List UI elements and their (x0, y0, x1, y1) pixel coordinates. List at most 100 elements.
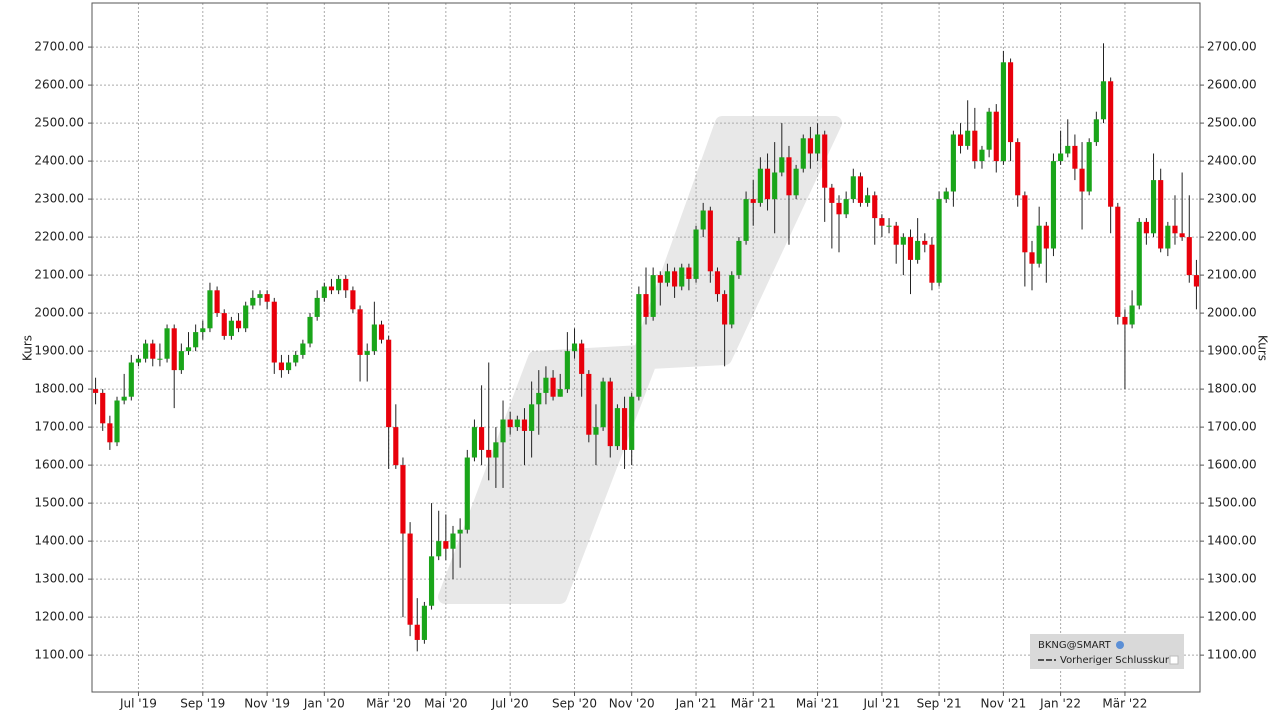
candle-body (271, 301, 277, 363)
candle-body (629, 396, 635, 450)
candle-body (722, 294, 728, 325)
legend: BKNG@SMART Vorheriger Schlusskurs (1030, 634, 1184, 669)
candle-body (1143, 221, 1149, 234)
candle-body (850, 176, 856, 200)
x-tick-label: Jul '20 (491, 697, 529, 711)
candle-body (286, 362, 292, 371)
y2-tick-label: 2200.00 (1207, 230, 1257, 244)
candle-body (650, 275, 656, 317)
y-tick-label: 2000.00 (34, 306, 84, 320)
candle-body (264, 294, 270, 302)
candle-body (700, 210, 706, 230)
candle-body (307, 316, 313, 344)
candle-body (514, 419, 520, 428)
y-tick-label: 2400.00 (34, 154, 84, 168)
candle-body (243, 305, 249, 329)
candle-body (1186, 237, 1192, 276)
candle-body (185, 347, 192, 352)
plot-frame (91, 2, 1201, 693)
candle-body (1000, 62, 1006, 162)
candle-body (171, 328, 177, 371)
candle-body (1165, 225, 1171, 249)
candle-body (479, 427, 485, 450)
candle-body (857, 176, 864, 203)
candle-body (328, 286, 335, 291)
candle-body (936, 199, 942, 283)
x-tick-label: Jan '21 (675, 697, 717, 711)
candle-body (521, 419, 528, 431)
y2-tick-label: 2000.00 (1207, 306, 1257, 320)
candle-body (564, 351, 570, 390)
candle-body (957, 134, 964, 146)
x-tick-label: Jan '22 (1039, 697, 1081, 711)
candle-body (200, 328, 206, 333)
candle-body (965, 130, 971, 146)
candle-body (450, 533, 456, 549)
candle-body (664, 271, 671, 283)
candle-body (800, 138, 806, 169)
y-tick-label: 2600.00 (34, 78, 84, 92)
candle-body (829, 187, 835, 203)
candle-body (893, 225, 899, 245)
y2-tick-label: 1900.00 (1207, 344, 1257, 358)
candle-body (1022, 195, 1028, 253)
candle-body (428, 556, 435, 606)
candle-body (364, 351, 370, 355)
y-tick-label: 2700.00 (34, 40, 84, 54)
candle-body (915, 240, 921, 260)
candle-body (1172, 225, 1178, 234)
candle-body (193, 332, 199, 348)
candle-body (1150, 180, 1157, 234)
candle-body (500, 419, 506, 443)
candle-body (786, 157, 792, 196)
legend-checkbox[interactable] (1169, 655, 1179, 665)
candle-body (1086, 142, 1092, 192)
candle-body (814, 134, 821, 154)
y-tick-label: 2100.00 (34, 268, 84, 282)
candle-body (672, 271, 678, 287)
candle-body (1179, 233, 1185, 238)
candle-body (750, 199, 756, 203)
x-tick-label: Mär '20 (366, 697, 411, 711)
legend-box (1030, 634, 1184, 669)
candle-body (250, 297, 256, 306)
candle-body (386, 339, 392, 428)
candle-body (400, 465, 406, 534)
candle-body (593, 427, 599, 435)
candle-body (729, 275, 735, 325)
candle-body (707, 210, 713, 272)
candle-body (764, 168, 771, 200)
candle-body (529, 404, 535, 431)
legend-line-label: Vorheriger Schlusskurs (1060, 655, 1174, 666)
candle-body (457, 529, 463, 534)
candle-body (657, 275, 663, 283)
y2-tick-label: 2300.00 (1207, 192, 1257, 206)
candle-body (822, 134, 828, 188)
candle-body (1065, 145, 1071, 154)
candle-body (114, 400, 120, 443)
candle-body (1050, 161, 1057, 249)
candle-body (879, 218, 885, 226)
candle-body (843, 199, 849, 215)
candle-body (407, 533, 413, 625)
candle-body (607, 381, 613, 447)
candle-body (1100, 81, 1107, 120)
y2-tick-label: 1600.00 (1207, 458, 1257, 472)
candle-body (900, 237, 906, 245)
y2-tick-label: 1500.00 (1207, 496, 1257, 510)
candle-body (679, 267, 685, 287)
candle-body (1108, 81, 1114, 207)
x-tick-label: Jan '20 (303, 697, 345, 711)
candle-body (922, 240, 928, 245)
candle-body (714, 271, 721, 295)
candle-body (378, 324, 385, 340)
candle-body (1129, 305, 1135, 325)
candle-body (586, 373, 592, 435)
candle-body (464, 457, 470, 530)
candle-body (943, 191, 949, 200)
candle-body (350, 290, 356, 310)
y-tick-label: 1600.00 (34, 458, 84, 472)
y-tick-label: 1400.00 (34, 534, 84, 548)
candle-body (950, 134, 956, 192)
x-tick-label: Mai '20 (424, 697, 467, 711)
